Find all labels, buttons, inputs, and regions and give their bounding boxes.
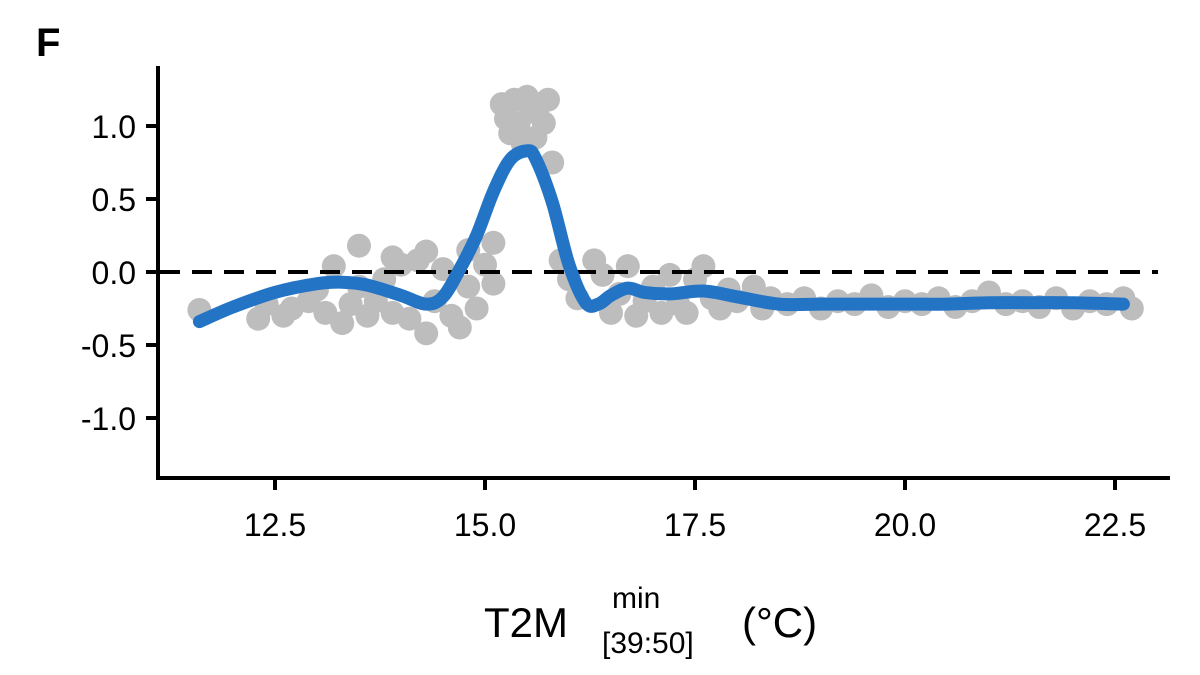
x-tick-label: 15.0 <box>454 507 516 543</box>
smooth-trend-line <box>192 144 1130 329</box>
data-point <box>481 230 506 255</box>
y-tick-label: -1.0 <box>81 401 136 437</box>
x-axis-title-superscript: min <box>612 582 660 615</box>
y-tick-label: -0.5 <box>81 328 136 364</box>
data-point <box>536 87 560 112</box>
y-tick-label: 0.0 <box>92 255 136 291</box>
data-point <box>347 233 371 258</box>
y-tick-label: 0.5 <box>92 182 136 218</box>
data-point <box>447 315 472 340</box>
data-point <box>531 111 556 136</box>
data-point <box>615 254 640 279</box>
y-tick-label: 1.0 <box>92 109 136 145</box>
data-point <box>657 262 682 287</box>
y-axis-ticks: 1.0 0.5 0.0 -0.5 -1.0 <box>81 109 158 437</box>
data-point <box>397 306 422 331</box>
x-axis-title-main: T2M <box>484 599 568 646</box>
data-point <box>590 262 615 287</box>
data-point <box>691 254 716 279</box>
x-tick-label: 17.5 <box>664 507 726 543</box>
data-point <box>414 321 439 346</box>
data-point <box>321 254 346 279</box>
x-axis-title-subscript: [39:50] <box>602 627 694 660</box>
x-axis-title: T2M min [39:50] (°C) <box>484 582 817 660</box>
x-axis-title-unit: (°C) <box>742 599 817 646</box>
data-point <box>431 257 455 282</box>
x-tick-label: 20.0 <box>874 507 936 543</box>
data-point <box>414 239 439 264</box>
data-point <box>456 274 481 299</box>
x-tick-label: 12.5 <box>244 507 306 543</box>
data-point <box>481 271 506 296</box>
data-point <box>464 296 489 321</box>
data-point <box>330 311 355 336</box>
x-tick-label: 22.5 <box>1084 507 1146 543</box>
panel-label: F <box>36 21 60 65</box>
x-axis-ticks: 12.5 15.0 17.5 20.0 22.5 <box>244 478 1146 543</box>
data-point <box>674 300 699 325</box>
